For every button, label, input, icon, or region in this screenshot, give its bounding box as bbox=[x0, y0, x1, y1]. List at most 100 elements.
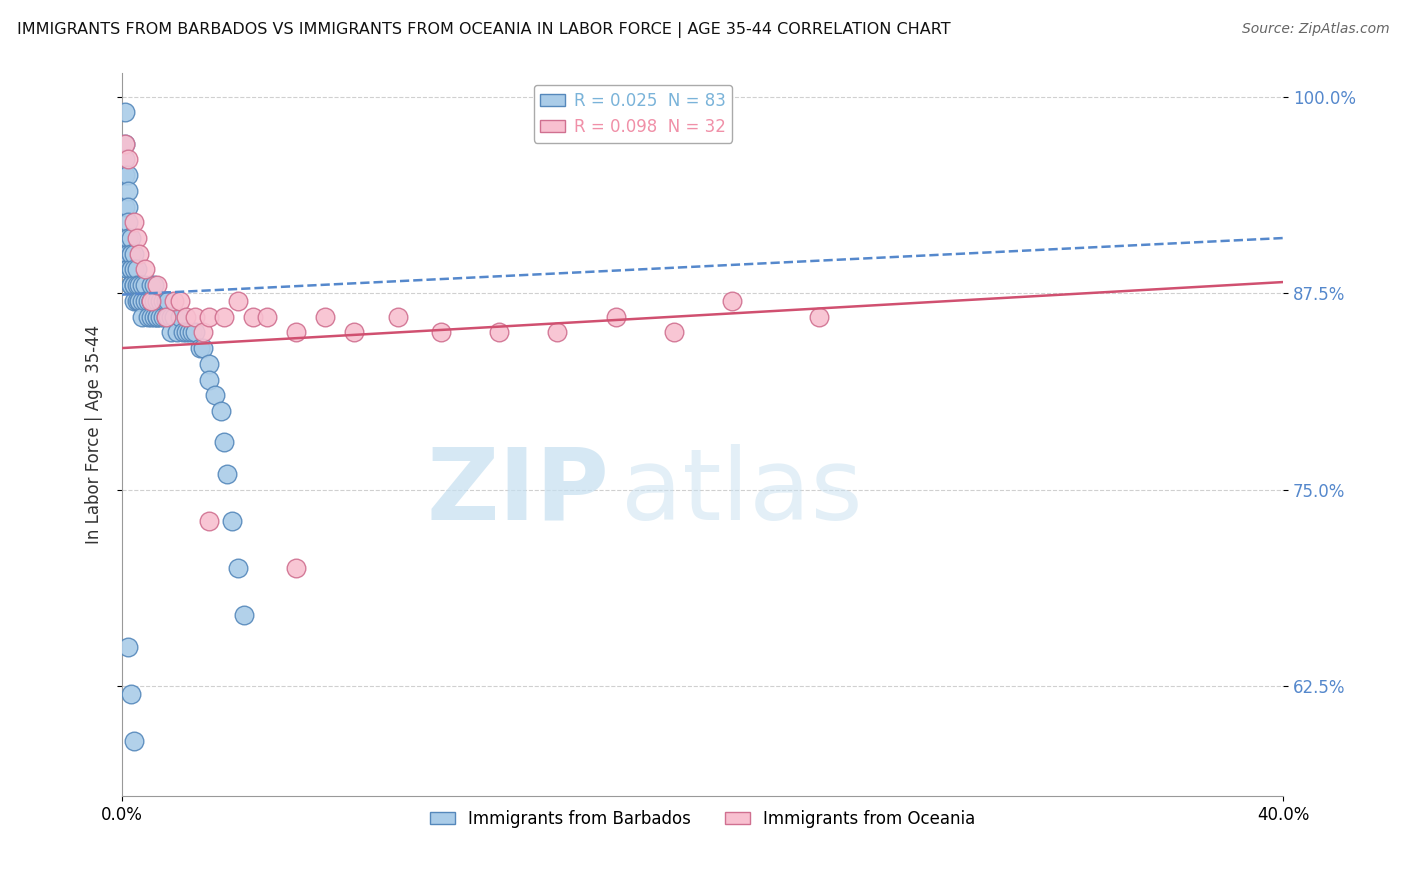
Point bbox=[139, 293, 162, 308]
Point bbox=[166, 326, 188, 340]
Point bbox=[155, 310, 177, 324]
Point bbox=[285, 561, 308, 575]
Point bbox=[114, 136, 136, 151]
Point bbox=[387, 310, 409, 324]
Point bbox=[146, 310, 169, 324]
Point bbox=[128, 293, 150, 308]
Point bbox=[221, 514, 243, 528]
Point bbox=[226, 293, 249, 308]
Point bbox=[128, 246, 150, 260]
Point bbox=[120, 246, 142, 260]
Point bbox=[114, 168, 136, 182]
Point bbox=[122, 734, 145, 748]
Point bbox=[134, 278, 156, 293]
Point bbox=[125, 278, 148, 293]
Point bbox=[169, 310, 191, 324]
Point bbox=[143, 293, 166, 308]
Text: Source: ZipAtlas.com: Source: ZipAtlas.com bbox=[1241, 22, 1389, 37]
Point bbox=[157, 293, 180, 308]
Point bbox=[212, 435, 235, 450]
Point bbox=[117, 231, 139, 245]
Point bbox=[488, 326, 510, 340]
Point bbox=[114, 200, 136, 214]
Point bbox=[198, 310, 221, 324]
Point bbox=[662, 326, 685, 340]
Text: ZIP: ZIP bbox=[427, 444, 610, 541]
Point bbox=[131, 293, 153, 308]
Y-axis label: In Labor Force | Age 35-44: In Labor Force | Age 35-44 bbox=[86, 325, 103, 544]
Text: IMMIGRANTS FROM BARBADOS VS IMMIGRANTS FROM OCEANIA IN LABOR FORCE | AGE 35-44 C: IMMIGRANTS FROM BARBADOS VS IMMIGRANTS F… bbox=[17, 22, 950, 38]
Point bbox=[117, 184, 139, 198]
Point bbox=[139, 293, 162, 308]
Point bbox=[117, 215, 139, 229]
Point bbox=[120, 687, 142, 701]
Legend: Immigrants from Barbados, Immigrants from Oceania: Immigrants from Barbados, Immigrants fro… bbox=[423, 804, 981, 835]
Point bbox=[198, 372, 221, 386]
Point bbox=[136, 293, 159, 308]
Point bbox=[605, 310, 627, 324]
Text: atlas: atlas bbox=[621, 444, 863, 541]
Point bbox=[149, 293, 172, 308]
Point bbox=[160, 326, 183, 340]
Point bbox=[546, 326, 568, 340]
Point bbox=[146, 310, 169, 324]
Point bbox=[157, 310, 180, 324]
Point bbox=[256, 310, 278, 324]
Point bbox=[146, 278, 169, 293]
Point bbox=[215, 467, 238, 481]
Point bbox=[120, 262, 142, 277]
Point bbox=[209, 404, 232, 418]
Point bbox=[139, 310, 162, 324]
Point bbox=[190, 341, 212, 355]
Point bbox=[198, 357, 221, 371]
Point bbox=[117, 168, 139, 182]
Point bbox=[139, 278, 162, 293]
Point bbox=[314, 310, 336, 324]
Point bbox=[720, 293, 742, 308]
Point bbox=[136, 310, 159, 324]
Point bbox=[117, 262, 139, 277]
Point bbox=[128, 293, 150, 308]
Point bbox=[152, 293, 174, 308]
Point bbox=[120, 278, 142, 293]
Point bbox=[198, 514, 221, 528]
Point bbox=[212, 310, 235, 324]
Point bbox=[134, 262, 156, 277]
Point bbox=[163, 310, 186, 324]
Point bbox=[139, 293, 162, 308]
Point bbox=[177, 326, 200, 340]
Point bbox=[117, 231, 139, 245]
Point bbox=[183, 310, 205, 324]
Point bbox=[122, 262, 145, 277]
Point bbox=[134, 293, 156, 308]
Point bbox=[174, 310, 197, 324]
Point bbox=[430, 326, 453, 340]
Point bbox=[122, 278, 145, 293]
Point bbox=[125, 293, 148, 308]
Point bbox=[180, 326, 202, 340]
Point bbox=[125, 231, 148, 245]
Point bbox=[152, 310, 174, 324]
Point bbox=[131, 278, 153, 293]
Point bbox=[233, 608, 256, 623]
Point bbox=[169, 293, 191, 308]
Point bbox=[193, 341, 215, 355]
Point bbox=[120, 262, 142, 277]
Point bbox=[117, 246, 139, 260]
Point bbox=[172, 326, 194, 340]
Point bbox=[122, 278, 145, 293]
Point bbox=[183, 326, 205, 340]
Point bbox=[204, 388, 226, 402]
Point bbox=[163, 293, 186, 308]
Point bbox=[117, 246, 139, 260]
Point bbox=[193, 326, 215, 340]
Point bbox=[160, 310, 183, 324]
Point bbox=[285, 326, 308, 340]
Point bbox=[807, 310, 830, 324]
Point bbox=[114, 105, 136, 120]
Point bbox=[120, 231, 142, 245]
Point bbox=[122, 246, 145, 260]
Point bbox=[128, 278, 150, 293]
Point bbox=[242, 310, 264, 324]
Point bbox=[117, 262, 139, 277]
